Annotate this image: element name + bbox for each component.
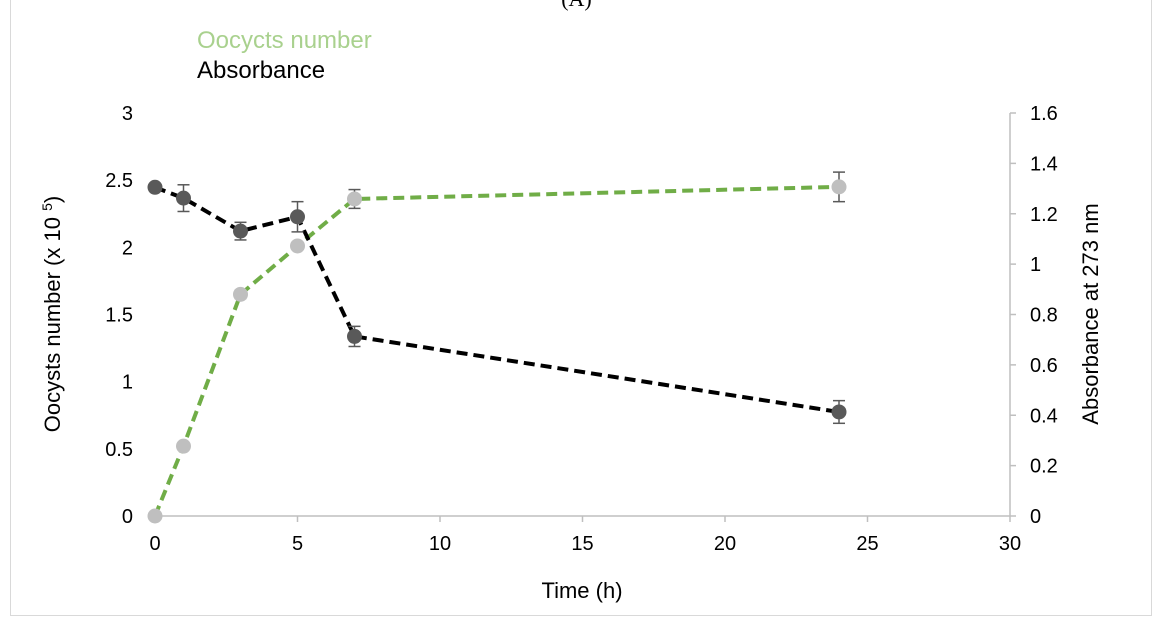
x-tick-label: 5: [292, 533, 303, 555]
y-axis-label-sup: 5: [39, 203, 55, 211]
series-line-1: [154, 185, 840, 414]
y2-tick-label: 0: [1030, 506, 1041, 528]
y-tick-label: 2: [122, 237, 133, 259]
y-axis-label: Oocysts number (x 10 5): [39, 196, 65, 432]
legend-entry-absorbance: Absorbance: [197, 57, 326, 84]
data-point-series-1: [347, 328, 362, 344]
data-point-series-0: [233, 286, 248, 302]
data-point-series-0: [290, 238, 305, 254]
series-layer: [147, 171, 847, 524]
x-tick-label: 25: [856, 533, 878, 555]
data-point-series-0: [147, 508, 163, 524]
y2-tick-label: 0.4: [1030, 405, 1058, 427]
y2-tick-label: 0.6: [1030, 355, 1058, 377]
data-point-series-1: [290, 209, 305, 225]
x-tick-label: 20: [714, 533, 736, 555]
y2-tick-label: 1: [1030, 254, 1041, 276]
y2-tick-label: 0.2: [1030, 456, 1058, 478]
y-tick-label: 0: [122, 506, 133, 528]
x-tick-label: 0: [149, 533, 160, 555]
x-axis-label: Time (h): [541, 578, 622, 603]
y2-axis-label: Absorbance at 273 nm: [1078, 203, 1103, 424]
data-point-series-1: [831, 404, 847, 420]
panel-label: (A): [0, 0, 1153, 12]
axes: 0 5 10 15 20 25 3000.511.522.5300.20.40.60.811…: [105, 103, 1058, 555]
x-tick-label: 10: [429, 533, 451, 555]
legend-entry-oocysts: Oocycts number: [197, 27, 372, 54]
y-axis-label-base: Oocysts number (x 10: [40, 211, 65, 432]
y-tick-label: 1.5: [105, 305, 133, 327]
legend: Oocycts number Absorbance: [197, 26, 372, 86]
y-axis-label-end: ): [40, 196, 65, 203]
series-line-0: [153, 184, 840, 517]
data-point-series-0: [831, 179, 847, 195]
data-point-series-1: [233, 223, 248, 239]
y-tick-label: 0.5: [105, 439, 133, 461]
y2-tick-label: 0.8: [1030, 305, 1058, 327]
y-tick-label: 1: [122, 372, 133, 394]
y-tick-label: 2.5: [105, 170, 133, 192]
data-point-series-1: [147, 179, 163, 195]
chart-frame: [10, 0, 1152, 616]
data-point-series-1: [176, 190, 191, 206]
y2-tick-label: 1.4: [1030, 153, 1058, 175]
y2-tick-label: 1.2: [1030, 204, 1058, 226]
data-point-series-0: [176, 438, 191, 454]
data-point-series-0: [347, 191, 362, 207]
y-tick-label: 3: [122, 103, 133, 125]
x-tick-label: 30: [999, 533, 1021, 555]
y2-tick-label: 1.6: [1030, 103, 1058, 125]
x-tick-label: 15: [571, 533, 593, 555]
